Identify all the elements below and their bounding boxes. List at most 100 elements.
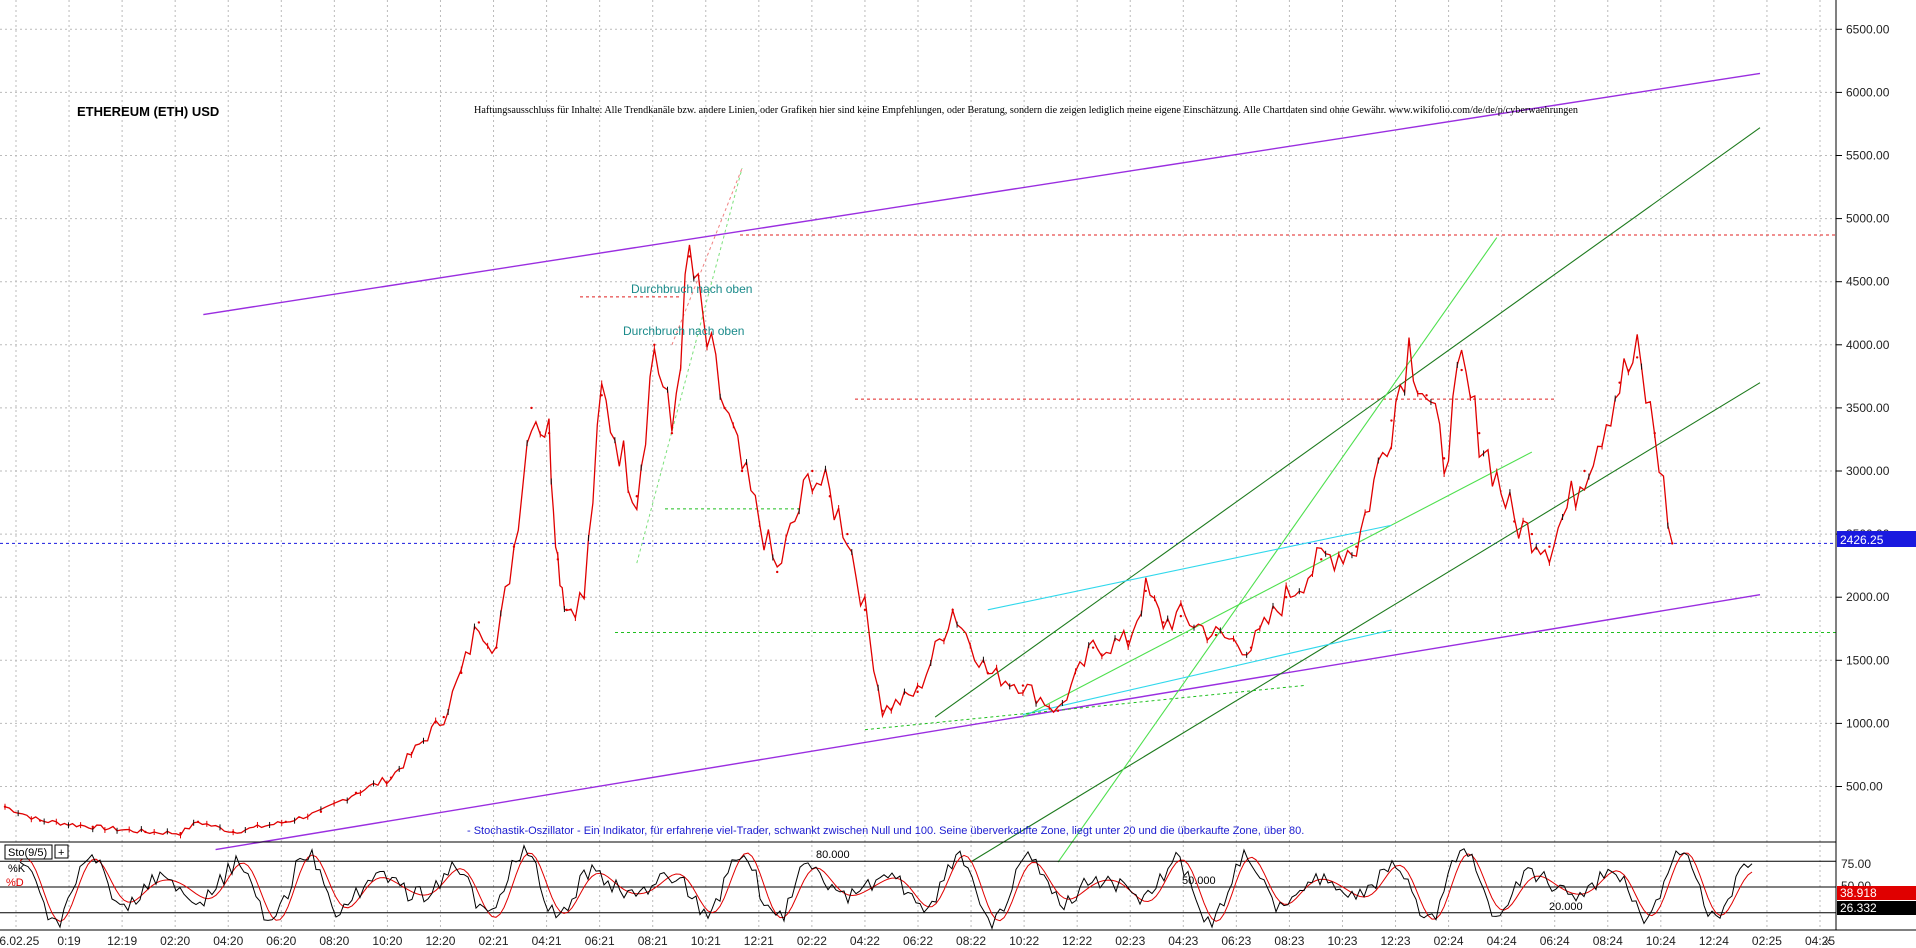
y-tick-label: 4500.00: [1846, 275, 1890, 289]
upper-channel-line: [203, 72, 1761, 316]
price-point: [547, 431, 551, 435]
stoch-level-50: 50.000: [1182, 875, 1216, 887]
price-point: [196, 820, 200, 824]
x-tick-label: 12:23: [1381, 934, 1411, 948]
cyan-line-2: [1022, 629, 1392, 716]
x-tick-label: 26.02.25: [0, 934, 40, 948]
x-tick-label: 10:23: [1327, 934, 1357, 948]
trend-line-4: [1022, 451, 1533, 718]
price-point: [1513, 520, 1516, 523]
annotation-breakout-2: Durchbruch nach oben: [623, 324, 744, 338]
stochastic-panel: [0, 844, 1836, 930]
price-point: [477, 621, 481, 624]
price-point: [1214, 633, 1218, 637]
price-point: [635, 495, 638, 498]
dashed-support: [864, 685, 1304, 731]
stochastic-note: - Stochastik-Oszillator - Ein Indikator,…: [467, 825, 1304, 837]
x-tick-label: 06:23: [1221, 934, 1251, 948]
stoch-tick-75: 75.00: [1841, 857, 1871, 871]
price-line: [4, 244, 1673, 837]
price-point: [1390, 419, 1393, 422]
trend-line-2: [969, 382, 1761, 863]
price-point: [354, 791, 358, 795]
stoch-k-tag: [1837, 886, 1916, 900]
stoch-label-box: [4, 844, 53, 860]
grid: [0, 0, 1836, 930]
x-tick-label: 06:22: [903, 934, 933, 948]
x-tick-label: 08:21: [638, 934, 668, 948]
price-point: [811, 469, 814, 473]
price-point: [828, 495, 832, 498]
annotation-breakout-1: Durchbruch nach oben: [631, 282, 752, 296]
price-point: [670, 431, 674, 435]
x-tick-label: 12:24: [1699, 934, 1729, 948]
price-point: [1671, 542, 1674, 545]
price-point: [740, 469, 744, 473]
x-tick-label: 04:24: [1487, 934, 1517, 948]
price-point: [863, 608, 867, 612]
y-tick-label: 4000.00: [1846, 338, 1890, 352]
price-point: [512, 545, 516, 548]
price-point: [1478, 431, 1481, 435]
stoch-level-20: 20.000: [1549, 901, 1583, 913]
x-tick-label: 10:20: [372, 934, 402, 948]
price-point: [1320, 558, 1323, 561]
price-point: [460, 671, 463, 675]
stoch-d-tag: [1837, 901, 1916, 915]
price-point: [495, 646, 498, 649]
x-tick-label: 04:21: [532, 934, 562, 948]
x-tick-label: 10:22: [1009, 934, 1039, 948]
x-tick-label: 08:22: [956, 934, 986, 948]
price-point: [1618, 381, 1621, 384]
price-point: [881, 709, 884, 712]
price-point: [442, 715, 445, 719]
price-point: [1583, 469, 1586, 473]
price-point: [916, 690, 919, 694]
price-point: [1056, 709, 1060, 712]
x-tick-label: 04:20: [213, 934, 243, 948]
price-point: [1091, 646, 1095, 649]
price-point: [846, 532, 849, 536]
x-tick-label: 10:24: [1646, 934, 1676, 948]
x-tick-label: 12:20: [425, 934, 455, 948]
trend-line-1: [934, 127, 1761, 718]
price-point: [1442, 457, 1446, 460]
last-price-tag: [1837, 531, 1916, 547]
x-tick-label: 04:23: [1168, 934, 1198, 948]
price-point: [1249, 646, 1253, 649]
y-tick-label: 2000.00: [1846, 590, 1890, 604]
x-tick-label: 12:21: [744, 934, 774, 948]
price-point: [776, 570, 779, 574]
price-point: [1425, 394, 1428, 397]
price-point: [1635, 356, 1639, 359]
axis-scroll-arrow[interactable]: «: [1824, 934, 1831, 948]
price-point: [1530, 532, 1534, 536]
price-point: [1127, 640, 1130, 643]
price-point: [556, 558, 560, 561]
price-point: [91, 825, 94, 829]
price-point: [986, 671, 989, 675]
x-tick-label: 12:19: [107, 934, 137, 948]
price-point: [530, 406, 533, 410]
y-tick-label: 5000.00: [1846, 212, 1890, 226]
price-point: [600, 394, 603, 397]
price-point: [179, 831, 182, 835]
price-point: [653, 343, 656, 346]
price-point: [1460, 368, 1463, 372]
y-tick-label: 3000.00: [1846, 464, 1890, 478]
price-point: [1162, 621, 1165, 624]
expand-icon[interactable]: [54, 844, 69, 859]
price-point: [951, 608, 954, 612]
y-tick-label: 1000.00: [1846, 716, 1890, 730]
y-tick-label: 1500.00: [1846, 653, 1890, 667]
trendlines: [203, 72, 1761, 863]
stoch-label: Sto(9/5): [8, 847, 47, 859]
x-tick-label: 08:20: [319, 934, 349, 948]
stoch-level-80: 80.000: [816, 849, 850, 861]
stoch-d-value: 26.332: [1840, 901, 1877, 915]
x-tick-label: 02:23: [1115, 934, 1145, 948]
x-tick-label: 04:25: [1805, 934, 1835, 948]
price-point: [1407, 343, 1411, 346]
x-tick-label: 08:23: [1274, 934, 1304, 948]
price-point: [688, 255, 691, 258]
